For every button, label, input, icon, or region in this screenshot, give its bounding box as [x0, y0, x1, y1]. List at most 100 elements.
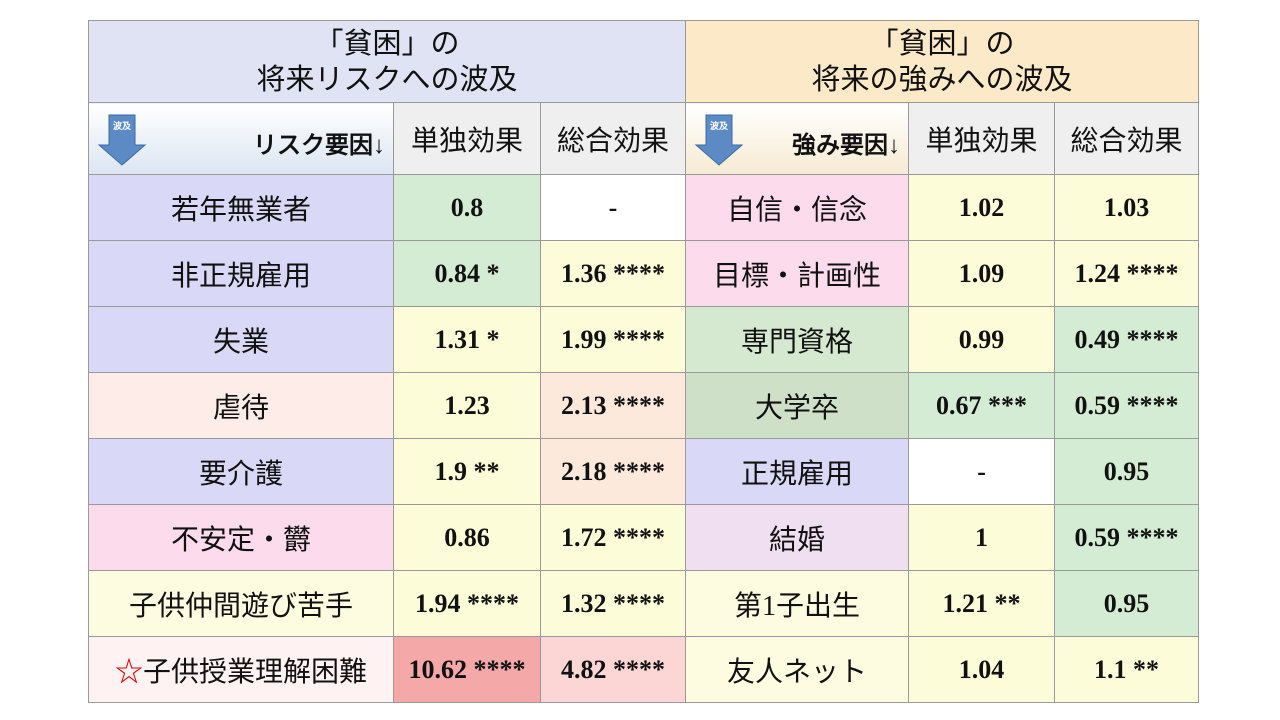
cell-text: 非正規雇用 [170, 260, 311, 292]
cell-text: 大学卒 [755, 392, 840, 424]
cell-text: 0.67 *** [936, 390, 1028, 420]
cell-text: 0.95 [1103, 456, 1150, 486]
factor-label: 強み要因↓ [792, 133, 901, 159]
cell-text: 0.8 [450, 192, 484, 222]
value-cell: - [908, 438, 1056, 505]
cell-text: 1.36 **** [561, 258, 666, 288]
factor-cell: 子供仲間遊び苦手 [88, 570, 394, 637]
value-cell: 0.67 *** [908, 372, 1056, 439]
cell-text: 1.32 **** [561, 588, 666, 618]
comparison-table: 「貧困」の 将来リスクへの波及 「貧困」の 将来の強みへの波及 波及 リスク要因↓ … [87, 20, 1200, 703]
cell-text: 2.18 **** [561, 456, 666, 486]
title-line: 「貧困」の [314, 27, 460, 60]
cell-text: 1.03 [1103, 192, 1150, 222]
factor-cell: 専門資格 [685, 306, 910, 373]
factor-header: 波及 強み要因↓ [685, 102, 910, 175]
factor-cell: 要介護 [88, 438, 394, 505]
factor-cell: 正規雇用 [685, 438, 910, 505]
col-header: 総合効果 [1054, 102, 1200, 175]
subheader-row: 波及 リスク要因↓ 単独効果 総合効果 波及 強み要因↓ 単独効果 総合効果 [88, 102, 1200, 175]
value-cell: 1.72 **** [539, 504, 687, 571]
value-cell: 1 [908, 504, 1056, 571]
cell-text: 0.84 * [434, 258, 500, 288]
cell-text: 1.09 [958, 258, 1005, 288]
value-cell: 1.03 [1054, 174, 1200, 241]
factor-cell: 第1子出生 [685, 570, 910, 637]
cell-text: 4.82 **** [561, 654, 666, 684]
value-cell: 0.99 [908, 306, 1056, 373]
left-title: 「貧困」の 将来リスクへの波及 [87, 20, 687, 103]
cell-text: 1.1 ** [1094, 654, 1160, 684]
right-title: 「貧困」の 将来の強みへの波及 [685, 20, 1200, 103]
factor-cell: 不安定・欝 [88, 504, 394, 571]
factor-cell: 自信・信念 [685, 174, 910, 241]
value-cell: 1.21 ** [908, 570, 1056, 637]
col-header: 総合効果 [539, 102, 687, 175]
value-cell: 1.02 [908, 174, 1056, 241]
factor-cell: 非正規雇用 [88, 240, 394, 307]
arrow-icon: 波及 [694, 114, 744, 166]
cell-text: 自信・信念 [727, 194, 868, 226]
cell-text: 1.9 ** [434, 456, 500, 486]
icon-label: 波及 [710, 120, 729, 131]
factor-cell: 失業 [88, 306, 394, 373]
arrow-icon: 波及 [97, 114, 147, 166]
star-mark: ☆ [114, 656, 143, 688]
cell-text: 若年無業者 [170, 194, 311, 226]
cell-text: 1 [975, 522, 989, 552]
cell-text: 0.95 [1103, 588, 1150, 618]
cell-text: 目標・計画性 [713, 260, 882, 292]
cell-text: 正規雇用 [741, 458, 854, 490]
title-line: 将来の強みへの波及 [811, 63, 1073, 96]
cell-text: 1.31 * [434, 324, 500, 354]
header-row: 「貧困」の 将来リスクへの波及 「貧困」の 将来の強みへの波及 [87, 20, 1200, 103]
value-cell: 0.59 **** [1054, 372, 1200, 439]
cell-text: 1.04 [958, 654, 1005, 684]
value-cell: 0.86 [393, 504, 541, 571]
value-cell: 0.95 [1054, 438, 1200, 505]
table-row: 若年無業者 0.8 - 自信・信念 1.02 1.03 [88, 174, 1200, 241]
value-cell: 2.13 **** [539, 372, 687, 439]
cell-text: 0.99 [958, 324, 1005, 354]
cell-text: 専門資格 [741, 326, 854, 358]
cell-text: 2.13 **** [561, 390, 666, 420]
value-cell: 0.8 [393, 174, 541, 241]
factor-cell: 虐待 [88, 372, 394, 439]
cell-text: 10.62 **** [408, 654, 526, 684]
cell-text: 第1子出生 [734, 590, 861, 622]
cell-text: 1.99 **** [561, 324, 666, 354]
value-cell: 1.94 **** [393, 570, 541, 637]
factor-label: リスク要因↓ [253, 133, 385, 159]
cell-text: 0.49 **** [1074, 324, 1179, 354]
value-cell: 0.49 **** [1054, 306, 1200, 373]
value-cell: 10.62 **** [393, 636, 541, 703]
cell-text: 0.59 **** [1074, 390, 1179, 420]
factor-cell: 大学卒 [685, 372, 910, 439]
factor-header: 波及 リスク要因↓ [88, 102, 394, 175]
value-cell: 1.23 [393, 372, 541, 439]
cell-text: - [608, 192, 618, 222]
value-cell: 1.31 * [393, 306, 541, 373]
value-cell: 1.99 **** [539, 306, 687, 373]
factor-cell: 友人ネット [685, 636, 910, 703]
factor-cell: 若年無業者 [88, 174, 394, 241]
cell-text: 1.21 ** [942, 588, 1021, 618]
cell-text: 1.02 [958, 192, 1005, 222]
value-cell: 2.18 **** [539, 438, 687, 505]
cell-text: 1.94 **** [415, 588, 519, 618]
cell-text: 1.24 **** [1074, 258, 1179, 288]
value-cell: 0.95 [1054, 570, 1200, 637]
table-row: 要介護 1.9 ** 2.18 **** 正規雇用 - 0.95 [88, 438, 1200, 505]
value-cell: 1.04 [908, 636, 1056, 703]
cell-text: 友人ネット [727, 656, 868, 688]
table-row: 虐待 1.23 2.13 **** 大学卒 0.67 *** 0.59 **** [88, 372, 1200, 439]
value-cell: 1.36 **** [539, 240, 687, 307]
cell-text: 不安定・欝 [170, 524, 311, 556]
table-row: ☆子供授業理解困難 10.62 **** 4.82 **** 友人ネット 1.04 1.1… [88, 636, 1200, 703]
cell-text: 要介護 [198, 458, 283, 490]
table-row: 不安定・欝 0.86 1.72 **** 結婚 1 0.59 **** [88, 504, 1200, 571]
cell-text: 1.72 **** [561, 522, 666, 552]
value-cell: 1.1 ** [1054, 636, 1200, 703]
cell-text: 0.86 [444, 522, 490, 552]
cell-text: - [977, 456, 986, 486]
